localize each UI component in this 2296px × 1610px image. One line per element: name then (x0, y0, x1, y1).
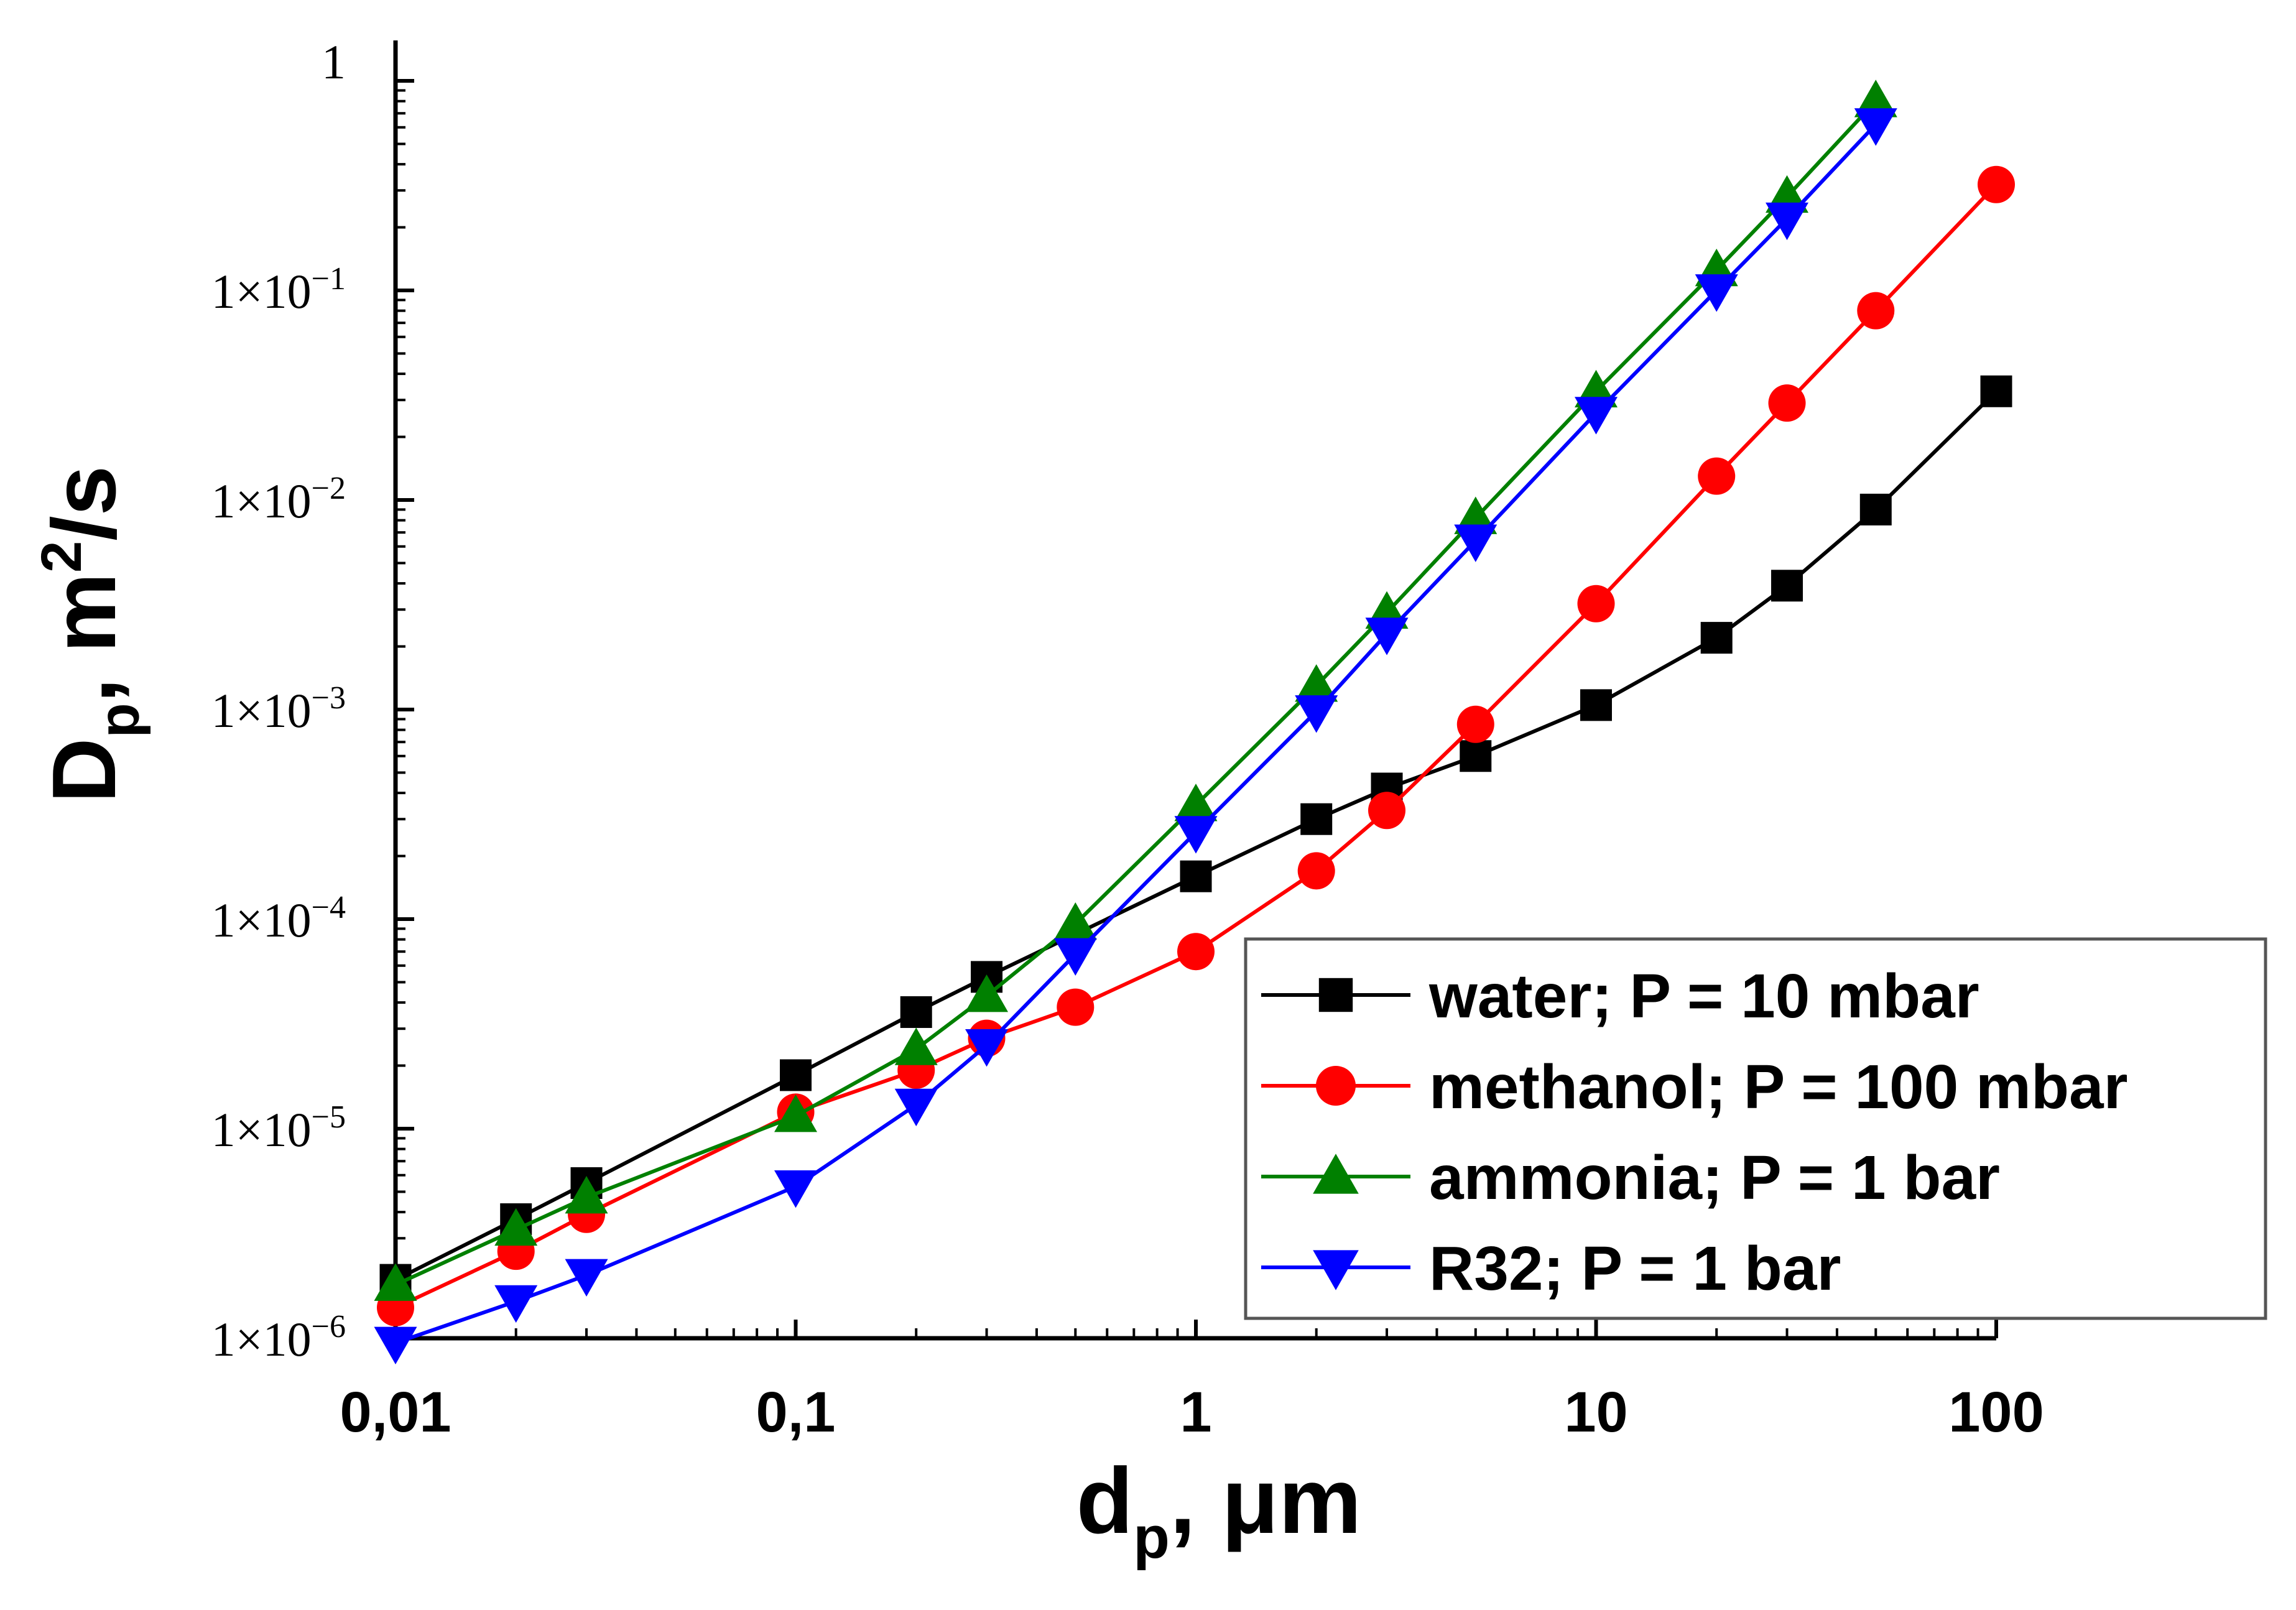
data-point (374, 1263, 417, 1301)
plot-area (374, 80, 2015, 1365)
data-point (1580, 689, 1612, 721)
data-point (965, 974, 1009, 1012)
data-point (1854, 80, 1897, 118)
x-tick-label: 100 (1948, 1381, 2044, 1444)
legend-item: methanol; P = 100 mbar (1261, 1052, 2128, 1122)
axes: 1 1×10−1 1×10−2 1×10−3 1×10−4 1×10−5 1×10−6 0,0… (30, 35, 2044, 1571)
x-tick-label: 10 (1564, 1381, 1627, 1444)
data-point (1295, 695, 1338, 733)
legend-marker (1313, 1250, 1359, 1290)
legend: water; P = 10 mbar methanol; P = 100 mbar… (1244, 937, 2267, 1320)
data-point (1174, 816, 1218, 854)
data-point (1174, 784, 1218, 821)
data-point (1460, 740, 1492, 772)
data-point (965, 1029, 1009, 1067)
data-point (774, 1094, 817, 1132)
x-axis-title: dp, μm (1076, 1448, 1362, 1571)
data-point (1053, 938, 1097, 976)
data-point (894, 1088, 938, 1127)
data-point (1456, 705, 1494, 743)
data-point (1180, 860, 1212, 892)
data-point (494, 1208, 538, 1246)
data-point (1177, 933, 1215, 971)
series-4 (374, 108, 1897, 1365)
legend-box (1244, 937, 2267, 1320)
data-point (780, 1059, 812, 1091)
data-point (494, 1285, 538, 1323)
data-point (1854, 108, 1897, 146)
legend-label: water; P = 10 mbar (1428, 961, 1979, 1031)
y-tick-label: 1 (322, 35, 346, 89)
legend-label: methanol; P = 100 mbar (1429, 1052, 2128, 1122)
data-point (565, 1259, 608, 1297)
data-point (1980, 375, 2012, 407)
data-point (1454, 524, 1497, 562)
x-tick-label: 1 (1180, 1381, 1211, 1444)
x-tick-label: 0,01 (340, 1381, 451, 1444)
legend-item: ammonia; P = 1 bar (1261, 1143, 2000, 1213)
y-tick-label: 1×10−6 (211, 1309, 346, 1366)
y-axis-title: Dp, m2/s (30, 466, 151, 803)
data-point (1368, 792, 1406, 830)
y-tick-label: 1×10−1 (211, 261, 346, 318)
data-point (1771, 570, 1803, 602)
y-tick-label: 1×10−2 (211, 471, 346, 528)
x-tick-label: 0,1 (756, 1381, 836, 1444)
data-point (1978, 165, 2015, 203)
series-2 (377, 165, 2015, 1326)
data-point (894, 1027, 938, 1065)
data-point (374, 1326, 417, 1365)
legend-marker (1316, 1066, 1356, 1106)
data-point (1297, 852, 1335, 890)
data-point (565, 1176, 608, 1214)
y-tick-label: 1×10−5 (211, 1099, 346, 1157)
data-point (1695, 274, 1738, 312)
data-point (1057, 988, 1095, 1026)
legend-marker (1318, 978, 1353, 1012)
data-point (1365, 618, 1409, 655)
data-point (1700, 622, 1733, 654)
data-point (1859, 493, 1892, 525)
data-point (1768, 384, 1806, 422)
legend-item: R32; P = 1 bar (1261, 1234, 1841, 1303)
data-point (1577, 585, 1615, 622)
legend-item: water; P = 10 mbar (1261, 961, 1979, 1031)
legend-label: R32; P = 1 bar (1429, 1234, 1841, 1303)
series-line (394, 183, 1998, 1310)
data-point (1857, 292, 1895, 330)
y-tick-label: 1×10−4 (211, 890, 346, 947)
data-point (900, 996, 932, 1029)
legend-marker (1313, 1154, 1359, 1194)
data-point (1053, 902, 1097, 940)
data-point (1698, 457, 1736, 495)
data-point (1295, 664, 1338, 702)
data-point (1575, 397, 1618, 435)
data-point (1300, 803, 1333, 835)
data-point (1766, 202, 1809, 241)
y-tick-label: 1×10−3 (211, 680, 346, 738)
data-point (774, 1170, 817, 1208)
legend-label: ammonia; P = 1 bar (1429, 1143, 2000, 1213)
